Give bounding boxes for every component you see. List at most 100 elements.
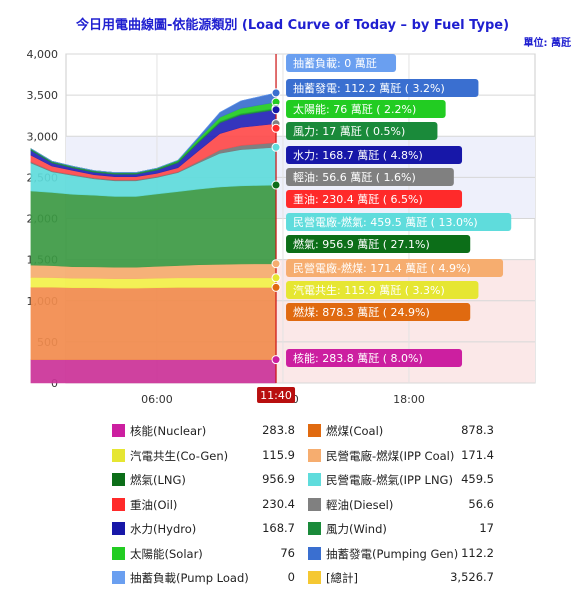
callout-box <box>286 100 446 118</box>
legend-value: 56.6 <box>468 496 494 511</box>
legend-item: 抽蓄負載(Pump Load) 0 <box>112 567 302 589</box>
legend-label: 風力(Wind) <box>326 522 387 536</box>
callout-box <box>286 168 454 186</box>
legend-label: 水力(Hydro) <box>130 522 197 536</box>
area-cogen <box>30 277 277 289</box>
legend-value: 112.2 <box>461 545 494 560</box>
area-nuclear <box>30 359 277 384</box>
callout-dot <box>271 355 281 365</box>
legend-value: 956.9 <box>262 472 295 486</box>
callout-label: 燃氣: 956.9 萬瓩 ( 27.1%) <box>293 237 430 251</box>
legend-label: 太陽能(Solar) <box>130 546 203 561</box>
legend-swatch <box>308 522 321 535</box>
callout-box <box>286 213 512 231</box>
area-lng <box>30 184 277 268</box>
callout-label: 重油: 230.4 萬瓩 ( 6.5%) <box>293 192 423 206</box>
load-curve-chart: 05001,0001,5002,0002,5003,0003,5004,0000… <box>27 48 536 406</box>
y-tick-label: 3,500 <box>27 89 59 102</box>
legend-item: 輕油(Diesel) 56.6 <box>308 494 494 516</box>
x-tick-label: 06:00 <box>141 393 173 406</box>
callout-box <box>286 235 471 253</box>
legend-value: 3,526.7 <box>450 570 494 584</box>
legend-swatch <box>112 424 125 437</box>
legend-label: 重油(Oil) <box>130 497 178 512</box>
current-time-badge <box>257 387 296 403</box>
legend-swatch <box>112 448 125 462</box>
callout-label: 抽蓄負載: 0 萬瓩 <box>293 56 377 70</box>
legend-swatch <box>308 473 321 486</box>
chart-title: 今日用電曲線圖-依能源類別 (Load Curve of Today – by … <box>75 18 510 33</box>
legend-label: 抽蓄負載(Pump Load) <box>130 571 249 585</box>
legend-label: [總計] <box>326 571 358 585</box>
legend-swatch <box>308 448 321 462</box>
legend-value: 878.3 <box>461 423 494 437</box>
legend-value: 459.5 <box>461 472 494 486</box>
legend-item: 水力(Hydro) 168.7 <box>112 518 302 540</box>
callout-label: 水力: 168.7 萬瓩 ( 4.8%) <box>293 149 423 162</box>
legend-swatch <box>112 522 125 535</box>
callout-dot <box>271 105 281 115</box>
legend-label: 民營電廠-燃氣(IPP LNG) <box>326 473 453 487</box>
legend-value: 17 <box>479 521 494 535</box>
x-tick-label: 18:00 <box>393 393 425 406</box>
current-time-label: 11:40 <box>260 389 292 402</box>
legend-item: 汽電共生(Co-Gen) 115.9 <box>112 445 302 467</box>
callout-label: 民營電廠-燃氣: 459.5 萬瓩 ( 13.0%) <box>293 215 478 229</box>
legend-label: 輕油(Diesel) <box>326 497 394 512</box>
legend-value: 283.8 <box>262 423 295 437</box>
legend-value: 0 <box>287 570 295 584</box>
callout-dot <box>271 142 281 152</box>
legend-item: 民營電廠-燃煤(IPP Coal) 171.4 <box>308 445 494 467</box>
legend-value: 115.9 <box>262 447 295 462</box>
legend-value: 76 <box>280 545 295 560</box>
callout-box <box>286 54 397 72</box>
legend-item: 風力(Wind) 17 <box>308 518 494 540</box>
callout-dot <box>271 282 281 292</box>
callout-box <box>286 79 479 97</box>
legend-label: 抽蓄發電(Pumping Gen) <box>326 546 459 561</box>
legend-item: 重油(Oil) 230.4 <box>112 494 302 516</box>
legend-value: 171.4 <box>461 447 494 462</box>
callout-dot <box>271 259 281 269</box>
area-coal <box>30 286 277 360</box>
legend-label: 燃氣(LNG) <box>130 473 186 487</box>
legend-item: 燃氣(LNG) 956.9 <box>112 469 302 491</box>
legend-swatch <box>112 497 125 511</box>
legend-label: 燃煤(Coal) <box>326 424 384 438</box>
y-tick-label: 3,000 <box>27 130 59 143</box>
legend-swatch <box>308 546 321 560</box>
legend-swatch <box>308 571 321 584</box>
callout-box <box>286 122 438 140</box>
callout-dot <box>271 273 281 283</box>
legend-swatch <box>112 546 125 560</box>
legend-swatch <box>308 424 321 437</box>
callout-label: 風力: 17 萬瓩 ( 0.5%) <box>293 125 405 138</box>
callout-box <box>286 146 463 164</box>
legend-label: 核能(Nuclear) <box>130 424 207 438</box>
callout-box <box>286 349 463 367</box>
callout-box <box>286 259 504 277</box>
y-tick-label: 0 <box>51 377 58 390</box>
y-tick-label: 4,000 <box>27 48 59 61</box>
callout-label: 民營電廠-燃煤: 171.4 萬瓩 ( 4.9%) <box>293 261 471 275</box>
callout-box <box>286 303 471 321</box>
callout-label: 太陽能: 76 萬瓩 ( 2.2%) <box>293 102 416 116</box>
callout-dot <box>271 88 281 98</box>
callout-label: 燃煤: 878.3 萬瓩 ( 24.9%) <box>293 305 430 319</box>
callout-box <box>286 281 479 299</box>
legend-swatch <box>112 571 125 584</box>
callout-dot <box>271 180 281 190</box>
legend-value: 230.4 <box>262 496 295 511</box>
callout-label: 輕油: 56.6 萬瓩 ( 1.6%) <box>293 170 416 184</box>
legend-item: [總計] 3,526.7 <box>308 567 494 589</box>
callout-box <box>286 190 463 208</box>
callout-label: 抽蓄發電: 112.2 萬瓩 ( 3.2%) <box>293 81 445 95</box>
legend-label: 汽電共生(Co-Gen) <box>130 448 229 463</box>
legend-item: 民營電廠-燃氣(IPP LNG) 459.5 <box>308 469 494 491</box>
legend-label: 民營電廠-燃煤(IPP Coal) <box>326 448 455 463</box>
legend-item: 太陽能(Solar) 76 <box>112 543 302 565</box>
callout-label: 核能: 283.8 萬瓩 ( 8.0%) <box>293 351 423 365</box>
callout-label: 汽電共生: 115.9 萬瓩 ( 3.3%) <box>293 283 445 297</box>
unit-label: 單位: 萬瓩 <box>523 38 571 49</box>
callout-dot <box>271 123 281 133</box>
